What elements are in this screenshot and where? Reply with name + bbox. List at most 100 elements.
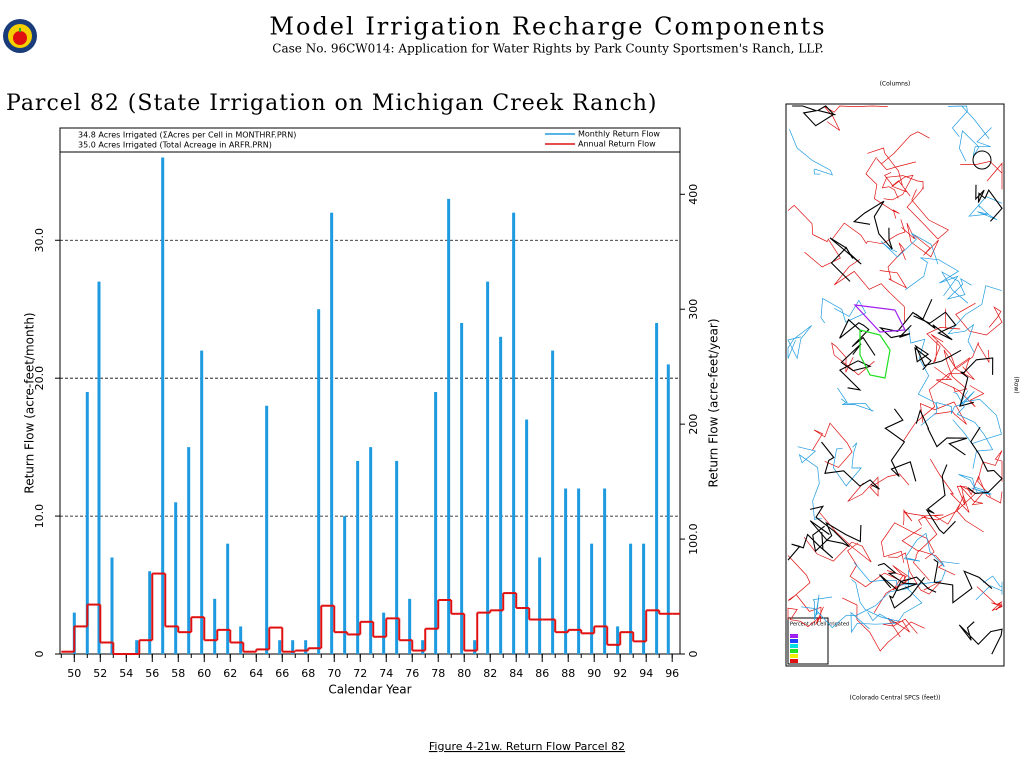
- map-line: [904, 327, 939, 409]
- map-line: [881, 522, 935, 563]
- monthly-bar: [291, 640, 295, 654]
- map-line: [915, 408, 968, 456]
- y-tick-label: 20.0: [33, 366, 46, 391]
- map-line: [812, 594, 833, 621]
- monthly-bar: [564, 488, 568, 654]
- map-line: [943, 349, 975, 393]
- map-line: [809, 505, 850, 548]
- map-line: [888, 552, 942, 595]
- map-line: [958, 621, 1003, 655]
- parcel-outline: [859, 329, 891, 379]
- map-line: [933, 558, 993, 604]
- monthly-bar: [629, 543, 633, 654]
- x-tick-label: 82: [483, 667, 497, 680]
- logo: [3, 19, 37, 53]
- y-axis-label: Return Flow (acre-feet/month): [23, 312, 37, 493]
- annotation: 34.8 Acres Irrigated (ΣAcres per Cell in…: [78, 131, 296, 140]
- monthly-bar: [200, 350, 204, 654]
- map-line: [947, 285, 1002, 353]
- map-line: [847, 542, 907, 588]
- monthly-bar: [447, 198, 451, 654]
- monthly-bar: [408, 598, 412, 654]
- map-line: [834, 259, 905, 322]
- x-tick-label: 56: [145, 667, 159, 680]
- map-line: [901, 504, 960, 552]
- map-line: [865, 156, 900, 219]
- map-line: [959, 127, 992, 162]
- legend-label: Annual Return Flow: [578, 140, 656, 149]
- monthly-bar: [369, 447, 373, 654]
- monthly-bar: [551, 350, 555, 654]
- map-line: [851, 579, 923, 622]
- map-frame: [785, 103, 1005, 667]
- monthly-bar: [278, 640, 282, 654]
- map-line: [977, 450, 1003, 497]
- x-tick-label: 66: [275, 667, 289, 680]
- x-tick-label: 96: [665, 667, 679, 680]
- map-line: [878, 298, 933, 339]
- map-line: [787, 606, 824, 628]
- y2-tick-label: 400: [687, 184, 700, 205]
- map-line: [821, 441, 880, 490]
- map-line: [883, 172, 914, 201]
- monthly-bar: [577, 488, 581, 654]
- map-line: [832, 442, 862, 487]
- map-line: [789, 129, 834, 176]
- monthly-bar: [434, 391, 438, 654]
- map-line: [947, 105, 990, 140]
- monthly-bar: [148, 571, 152, 654]
- x-tick-label: 88: [561, 667, 575, 680]
- map-line: [881, 175, 924, 199]
- monthly-bar: [642, 543, 646, 654]
- legend-swatch: [790, 639, 798, 643]
- monthly-bar: [317, 309, 321, 654]
- monthly-bar: [460, 323, 464, 654]
- monthly-bar: [421, 640, 425, 654]
- x-tick-label: 70: [327, 667, 341, 680]
- x-tick-label: 54: [119, 667, 133, 680]
- map-line: [929, 458, 984, 533]
- y-tick-label: 30.0: [33, 228, 46, 253]
- map-line: [803, 511, 872, 563]
- map-line: [941, 271, 972, 304]
- map-line: [847, 473, 910, 502]
- x-tick-label: 74: [379, 667, 393, 680]
- map-line: [959, 357, 994, 407]
- legend-swatch: [790, 649, 798, 653]
- map-line: [952, 390, 1002, 445]
- x-tick-label: 80: [457, 667, 471, 680]
- legend-swatch: [790, 634, 798, 638]
- x-tick-label: 86: [535, 667, 549, 680]
- parcel-outline: [853, 304, 906, 333]
- monthly-bar: [666, 364, 670, 654]
- map-line: [787, 204, 841, 268]
- map-line: [921, 485, 984, 521]
- monthly-bar: [265, 405, 269, 654]
- y-tick-label: 10.0: [33, 504, 46, 529]
- x-tick-label: 94: [639, 667, 653, 680]
- monthly-bar: [655, 323, 659, 654]
- x-tick-label: 90: [587, 667, 601, 680]
- x-tick-label: 64: [249, 667, 263, 680]
- map-line: [812, 422, 853, 468]
- map-line: [976, 586, 1003, 612]
- map-line: [850, 611, 897, 634]
- monthly-bar: [603, 488, 607, 654]
- map-line: [837, 387, 874, 412]
- y2-tick-label: 200: [687, 414, 700, 435]
- map-line: [953, 391, 994, 469]
- monthly-bar: [382, 612, 386, 654]
- map-line: [838, 343, 872, 391]
- y2-tick-label: 0: [687, 651, 700, 658]
- monthly-bar: [356, 460, 360, 654]
- monthly-bar: [97, 281, 101, 654]
- map-line: [925, 464, 956, 535]
- x-tick-label: 78: [431, 667, 445, 680]
- legend-label: Monthly Return Flow: [578, 130, 660, 139]
- map-line: [905, 257, 960, 297]
- map-line: [787, 325, 812, 360]
- monthly-bar: [473, 640, 477, 654]
- map-line: [906, 186, 950, 240]
- map-line: [829, 237, 862, 282]
